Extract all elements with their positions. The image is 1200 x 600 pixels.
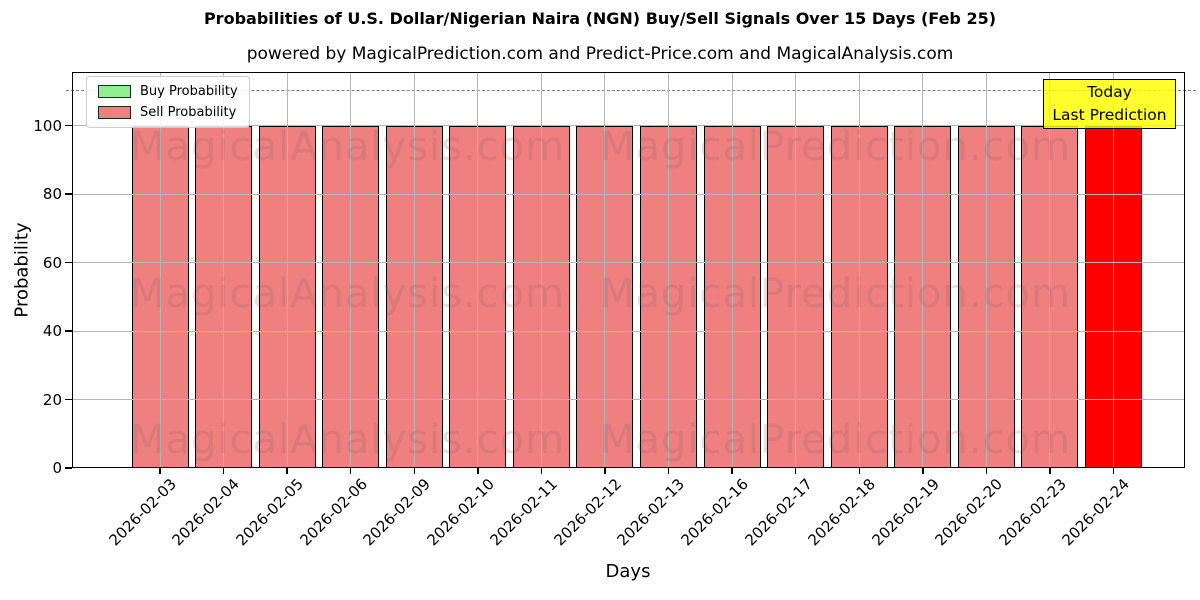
x-tick-label: 2026-02-23 xyxy=(995,475,1070,550)
watermark-text: MagicalPrediction.com xyxy=(600,124,1071,170)
x-tick-label: 2026-02-10 xyxy=(423,475,498,550)
x-tick-mark xyxy=(413,468,415,474)
y-tick-label: 0 xyxy=(52,459,62,477)
x-gridline xyxy=(159,72,161,468)
watermark-text: MagicalPrediction.com xyxy=(600,271,1071,317)
y-tick-mark xyxy=(65,398,72,401)
y-gridline xyxy=(72,399,1185,400)
x-tick-mark xyxy=(477,468,479,474)
x-tick-label: 2026-02-17 xyxy=(741,475,816,550)
sell-color-swatch xyxy=(98,106,131,119)
threshold-dashed-line xyxy=(66,90,1196,91)
x-tick-mark xyxy=(1049,468,1051,474)
legend-label-sell: Sell Probability xyxy=(140,105,237,120)
x-tick-mark xyxy=(350,468,352,474)
x-gridline xyxy=(922,72,924,468)
chart-title: Probabilities of U.S. Dollar/Nigerian Na… xyxy=(203,9,997,28)
today-annotation: Today Last Prediction xyxy=(1043,79,1176,129)
y-gridline xyxy=(72,193,1185,195)
x-tick-label: 2026-02-13 xyxy=(613,475,689,550)
y-tick-mark xyxy=(65,124,72,127)
x-tick-label: 2026-02-06 xyxy=(296,475,371,550)
x-tick-label: 2026-02-20 xyxy=(931,475,1007,550)
x-tick-label: 2026-02-19 xyxy=(868,475,943,550)
x-tick-label: 2026-02-05 xyxy=(232,475,307,550)
x-gridline xyxy=(604,72,606,468)
x-tick-mark xyxy=(159,468,161,474)
x-gridline xyxy=(286,72,288,468)
x-tick-mark xyxy=(985,468,988,474)
watermark-text: MagicalAnalysis.com xyxy=(130,124,566,170)
x-tick-label: 2026-02-03 xyxy=(105,475,180,550)
x-tick-mark xyxy=(858,468,860,474)
x-gridline xyxy=(1049,72,1051,468)
y-tick-label: 60 xyxy=(42,253,62,272)
y-tick-label: 20 xyxy=(42,390,62,409)
today-annotation-line2: Last Prediction xyxy=(1052,106,1167,124)
x-gridline xyxy=(668,72,670,468)
x-tick-mark xyxy=(667,468,670,474)
y-tick-mark xyxy=(65,261,72,264)
y-tick-mark xyxy=(65,467,72,469)
x-tick-mark xyxy=(604,468,606,474)
x-gridline xyxy=(858,72,860,468)
legend-item-sell: Sell Probability xyxy=(98,105,238,120)
x-tick-label: 2026-02-09 xyxy=(359,475,435,550)
x-tick-mark xyxy=(795,468,797,474)
x-tick-mark xyxy=(1112,468,1115,474)
x-tick-label: 2026-02-16 xyxy=(677,475,752,550)
watermark-text: MagicalPrediction.com xyxy=(600,417,1071,463)
y-tick-label: 100 xyxy=(33,116,62,135)
x-tick-label: 2026-02-11 xyxy=(486,475,562,550)
x-tick-label: 2026-02-18 xyxy=(804,475,880,550)
x-gridline xyxy=(350,72,352,468)
x-axis-label: Days xyxy=(605,561,651,582)
x-tick-mark xyxy=(286,468,288,474)
y-tick-label: 40 xyxy=(42,322,62,340)
x-tick-mark xyxy=(922,468,924,474)
legend: Buy Probability Sell Probability xyxy=(86,76,250,128)
today-annotation-line1: Today xyxy=(1087,83,1132,101)
x-gridline xyxy=(223,72,225,468)
watermark-text: MagicalAnalysis.com xyxy=(130,417,566,463)
x-tick-label: 2026-02-12 xyxy=(550,475,625,550)
x-gridline xyxy=(1113,72,1115,468)
watermark-text: MagicalAnalysis.com xyxy=(130,271,566,317)
chart-subtitle: powered by MagicalPrediction.com and Pre… xyxy=(246,44,954,64)
y-gridline xyxy=(72,330,1185,332)
x-tick-mark xyxy=(731,468,733,474)
y-tick-mark xyxy=(65,193,72,195)
x-tick-label: 2026-02-24 xyxy=(1058,475,1134,550)
x-gridline xyxy=(413,72,415,468)
legend-label-buy: Buy Probability xyxy=(140,84,238,99)
y-gridline xyxy=(72,262,1185,263)
x-gridline xyxy=(985,72,987,468)
x-tick-mark xyxy=(222,468,225,474)
y-tick-label: 80 xyxy=(42,185,62,203)
x-gridline xyxy=(795,72,797,468)
x-tick-mark xyxy=(540,468,543,474)
x-gridline xyxy=(477,72,479,468)
y-tick-mark xyxy=(65,330,72,332)
buy-color-swatch xyxy=(98,85,131,98)
x-gridline xyxy=(731,72,733,468)
x-gridline xyxy=(540,72,542,468)
legend-item-buy: Buy Probability xyxy=(98,84,238,99)
x-tick-label: 2026-02-04 xyxy=(168,475,244,550)
y-gridline xyxy=(72,125,1185,126)
